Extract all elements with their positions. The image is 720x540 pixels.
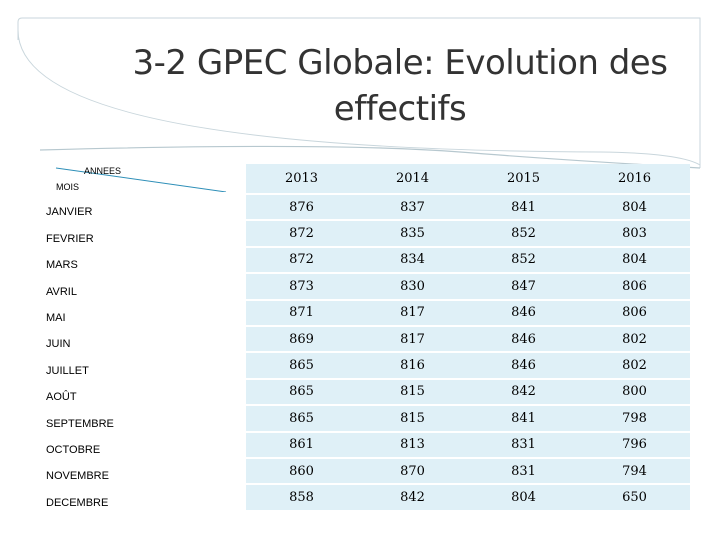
- month-label: MARS: [46, 247, 246, 273]
- value-cell: 794: [579, 458, 690, 484]
- table-row: JANVIER 876 837 841 804: [46, 195, 690, 220]
- year-header: 2013: [246, 164, 357, 193]
- value-cell: 837: [357, 195, 468, 220]
- table-row: AOÛT 865 815 842 800: [46, 379, 690, 405]
- month-label: JUILLET: [46, 353, 246, 378]
- value-cell: 800: [579, 379, 690, 405]
- value-cell: 873: [246, 274, 357, 299]
- month-label: OCTOBRE: [46, 432, 246, 457]
- year-header: 2015: [468, 164, 579, 193]
- value-cell: 831: [468, 432, 579, 457]
- table-row: DECEMBRE 858 842 804 650: [46, 485, 690, 510]
- value-cell: 871: [246, 300, 357, 325]
- month-label: AVRIL: [46, 274, 246, 299]
- value-cell: 804: [468, 485, 579, 510]
- value-cell: 846: [468, 300, 579, 325]
- value-cell: 817: [357, 300, 468, 325]
- month-label: DECEMBRE: [46, 485, 246, 510]
- year-header: 2014: [357, 164, 468, 193]
- value-cell: 841: [468, 406, 579, 431]
- month-label: NOVEMBRE: [46, 458, 246, 484]
- value-cell: 802: [579, 353, 690, 378]
- months-axis-label: MOIS: [56, 182, 80, 192]
- table-row: NOVEMBRE 860 870 831 794: [46, 458, 690, 484]
- value-cell: 831: [468, 458, 579, 484]
- value-cell: 852: [468, 221, 579, 246]
- value-cell: 865: [246, 353, 357, 378]
- value-cell: 804: [579, 247, 690, 273]
- value-cell: 876: [246, 195, 357, 220]
- value-cell: 817: [357, 326, 468, 352]
- value-cell: 804: [579, 195, 690, 220]
- value-cell: 816: [357, 353, 468, 378]
- month-label: MAI: [46, 300, 246, 325]
- value-cell: 796: [579, 432, 690, 457]
- month-label: FEVRIER: [46, 221, 246, 246]
- year-header: 2016: [579, 164, 690, 193]
- value-cell: 803: [579, 221, 690, 246]
- month-label: SEPTEMBRE: [46, 406, 246, 431]
- value-cell: 806: [579, 274, 690, 299]
- table-row: JUILLET 865 816 846 802: [46, 353, 690, 378]
- page-title: 3-2 GPEC Globale: Evolution des effectif…: [132, 43, 668, 129]
- value-cell: 872: [246, 247, 357, 273]
- value-cell: 865: [246, 379, 357, 405]
- table-row: JUIN 869 817 846 802: [46, 326, 690, 352]
- month-label: AOÛT: [46, 379, 246, 405]
- value-cell: 834: [357, 247, 468, 273]
- table-row: OCTOBRE 861 813 831 796: [46, 432, 690, 457]
- years-axis-label: ANNEES: [84, 166, 122, 176]
- value-cell: 650: [579, 485, 690, 510]
- value-cell: 846: [468, 326, 579, 352]
- decorative-arc: [17, 17, 701, 169]
- value-cell: 852: [468, 247, 579, 273]
- corner-diagonal: [55, 167, 227, 192]
- value-cell: 872: [246, 221, 357, 246]
- value-cell: 815: [357, 406, 468, 431]
- value-cell: 870: [357, 458, 468, 484]
- value-cell: 869: [246, 326, 357, 352]
- value-cell: 841: [468, 195, 579, 220]
- value-cell: 861: [246, 432, 357, 457]
- effectifs-table: ANNEES MOIS 2013 2014 2015 2016 JANVIER 8…: [46, 162, 690, 512]
- table-row: AVRIL 873 830 847 806: [46, 274, 690, 299]
- month-label: JANVIER: [46, 195, 246, 220]
- value-cell: 815: [357, 379, 468, 405]
- value-cell: 802: [579, 326, 690, 352]
- corner-cell: ANNEES MOIS: [46, 164, 246, 193]
- value-cell: 798: [579, 406, 690, 431]
- value-cell: 835: [357, 221, 468, 246]
- value-cell: 865: [246, 406, 357, 431]
- value-cell: 813: [357, 432, 468, 457]
- value-cell: 842: [357, 485, 468, 510]
- value-cell: 806: [579, 300, 690, 325]
- table-row: MAI 871 817 846 806: [46, 300, 690, 325]
- header-row: ANNEES MOIS 2013 2014 2015 2016: [46, 164, 690, 193]
- value-cell: 842: [468, 379, 579, 405]
- value-cell: 847: [468, 274, 579, 299]
- table-row: MARS 872 834 852 804: [46, 247, 690, 273]
- month-label: JUIN: [46, 326, 246, 352]
- value-cell: 860: [246, 458, 357, 484]
- value-cell: 830: [357, 274, 468, 299]
- table-row: FEVRIER 872 835 852 803: [46, 221, 690, 246]
- value-cell: 846: [468, 353, 579, 378]
- table-row: SEPTEMBRE 865 815 841 798: [46, 406, 690, 431]
- value-cell: 858: [246, 485, 357, 510]
